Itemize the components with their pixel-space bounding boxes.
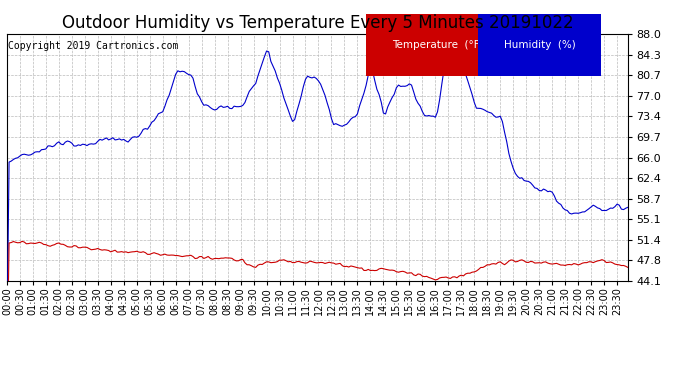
Text: Copyright 2019 Cartronics.com: Copyright 2019 Cartronics.com: [8, 41, 179, 51]
Text: Temperature  (°F): Temperature (°F): [392, 40, 484, 50]
Title: Outdoor Humidity vs Temperature Every 5 Minutes 20191022: Outdoor Humidity vs Temperature Every 5 …: [61, 14, 573, 32]
Text: Humidity  (%): Humidity (%): [504, 40, 575, 50]
